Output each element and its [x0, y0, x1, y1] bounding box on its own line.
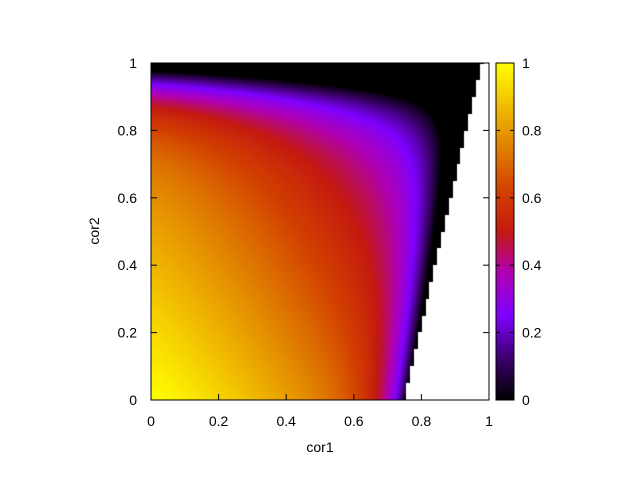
- colorbar-tick-label: 0.4: [522, 257, 542, 273]
- x-tick-label: 0.8: [412, 413, 432, 429]
- x-axis-label: cor1: [306, 439, 333, 455]
- y-tick-label: 0.4: [118, 257, 138, 273]
- x-tick-label: 0: [147, 413, 155, 429]
- heatmap-image: [151, 63, 489, 400]
- y-tick-label: 0: [129, 392, 137, 408]
- x-tick-label: 0.4: [276, 413, 296, 429]
- colorbar-tick-label: 0.2: [522, 325, 542, 341]
- x-tick-label: 0.2: [209, 413, 229, 429]
- y-tick-label: 0.2: [118, 325, 138, 341]
- plot-border: [150, 62, 490, 401]
- colorbar-tick-label: 0.6: [522, 190, 542, 206]
- x-tick-label: 1: [485, 413, 493, 429]
- x-tick-label: 0.6: [344, 413, 364, 429]
- y-axis-label: cor2: [86, 217, 102, 244]
- y-tick-label: 1: [129, 55, 137, 71]
- y-axis: 0 0.2 0.4 0.6 0.8 1: [118, 55, 489, 408]
- colorbar-axis: 0 0.2 0.4 0.6 0.8 1: [496, 55, 542, 408]
- colorbar-tick-label: 0: [522, 392, 530, 408]
- colorbar-tick-label: 1: [522, 55, 530, 71]
- x-axis: 0 0.2 0.4 0.6 0.8 1: [147, 63, 493, 429]
- colorbar-tick-label: 0.8: [522, 122, 542, 138]
- colorbar: [495, 62, 515, 401]
- y-tick-label: 0.8: [118, 122, 138, 138]
- y-tick-label: 0.6: [118, 190, 138, 206]
